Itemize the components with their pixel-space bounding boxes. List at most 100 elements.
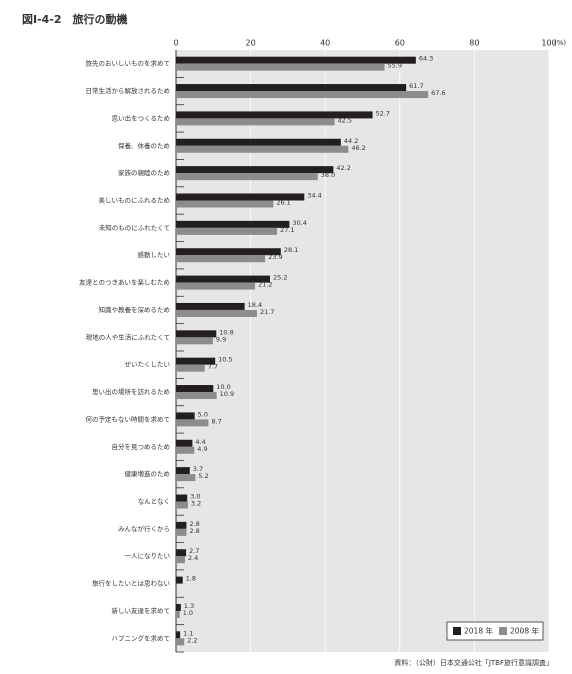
y-tick-label: 旅行をしたいとは思わない xyxy=(92,579,170,588)
bar xyxy=(176,118,335,126)
axis-unit: (%) xyxy=(554,39,566,47)
value-label: 28.1 xyxy=(284,246,298,254)
value-label: 67.6 xyxy=(431,89,445,97)
bar xyxy=(176,549,187,557)
value-label: 25.2 xyxy=(273,274,287,282)
value-label: 44.2 xyxy=(344,137,358,145)
value-label: 27.1 xyxy=(280,226,294,234)
value-label: 42.2 xyxy=(336,164,350,172)
value-label: 52.7 xyxy=(376,109,390,117)
x-tick-label: 0 xyxy=(173,39,178,48)
bar xyxy=(176,439,193,447)
value-label: 64.3 xyxy=(419,55,433,63)
bar xyxy=(176,631,181,639)
bar xyxy=(176,357,216,365)
bar xyxy=(176,302,245,310)
bar xyxy=(176,309,257,317)
bar xyxy=(176,412,195,420)
value-label: 8.7 xyxy=(211,417,221,425)
bar xyxy=(176,337,213,345)
value-label: 21.2 xyxy=(258,281,272,289)
bar xyxy=(176,364,205,372)
legend-label: 2008 年 xyxy=(510,626,539,636)
bar xyxy=(176,556,185,564)
value-label: 4.9 xyxy=(197,445,207,453)
bar xyxy=(176,227,278,235)
value-label: 42.5 xyxy=(338,116,352,124)
y-tick-label: 未知のものにふれたくて xyxy=(99,223,170,232)
y-tick-label: 知識や教養を深めるため xyxy=(99,305,171,314)
value-label: 9.9 xyxy=(216,335,226,343)
y-tick-label: 一人になりたい xyxy=(125,552,171,560)
bar xyxy=(176,111,373,119)
value-label: 2.7 xyxy=(189,547,199,555)
value-label: 7.7 xyxy=(208,363,218,371)
y-tick-label: ハプニングを求めて xyxy=(112,633,171,642)
bar xyxy=(176,220,290,228)
x-tick-label: 60 xyxy=(395,39,405,48)
y-tick-label: 日常生活から解放されるため xyxy=(86,86,171,95)
value-label: 2.8 xyxy=(189,527,199,535)
bar xyxy=(176,446,195,454)
bar xyxy=(176,248,281,256)
bar xyxy=(176,494,188,502)
value-label: 1.0 xyxy=(183,609,193,617)
bar xyxy=(176,138,341,146)
y-tick-label: なんとなく xyxy=(138,498,170,506)
bar xyxy=(176,576,183,584)
chart-title: 図I-4-2 旅行の動機 xyxy=(22,12,128,26)
value-label: 34.4 xyxy=(307,192,321,200)
bar xyxy=(176,603,181,611)
bar xyxy=(176,385,214,393)
y-tick-label: 健康増進のため xyxy=(125,469,171,478)
value-label: 10.9 xyxy=(220,390,234,398)
source-note: 資料：（公財）日本交通公社「JTBF旅行意識調査」 xyxy=(394,658,553,667)
bar xyxy=(176,638,185,646)
value-label: 55.9 xyxy=(388,62,402,70)
y-tick-label: 何の予定もない時間を求めて xyxy=(86,414,171,423)
bar xyxy=(176,166,334,174)
value-label: 2.2 xyxy=(187,636,197,644)
y-tick-label: 現地の人や生活にふれたくて xyxy=(86,332,170,341)
y-tick-label: 美しいものにふれるため xyxy=(99,196,171,205)
value-label: 1.1 xyxy=(183,629,193,637)
y-tick-label: 思い出の場所を訪れるため xyxy=(92,387,170,396)
legend-box xyxy=(446,621,544,641)
bar xyxy=(176,145,349,153)
legend-swatch xyxy=(453,627,461,635)
bar xyxy=(176,610,180,618)
y-tick-label: ぜいたくしたい xyxy=(125,361,171,369)
bar xyxy=(176,91,429,99)
bar xyxy=(176,275,270,283)
value-label: 3.7 xyxy=(193,465,203,473)
bar xyxy=(176,521,187,529)
x-tick-label: 80 xyxy=(469,39,479,48)
bar xyxy=(176,193,305,201)
value-label: 1.8 xyxy=(186,575,196,583)
value-label: 18.4 xyxy=(248,301,262,309)
value-label: 21.7 xyxy=(260,308,274,316)
value-label: 1.3 xyxy=(184,602,194,610)
x-tick-label: 100 xyxy=(541,39,556,48)
legend-swatch xyxy=(499,627,507,635)
y-tick-label: 思い出をつくるため xyxy=(112,113,170,122)
bar xyxy=(176,330,217,338)
y-tick-label: 感動したい xyxy=(138,250,171,259)
y-tick-label: 旅先のおいしいものを求めて xyxy=(86,59,171,68)
value-label: 3.0 xyxy=(190,493,200,501)
value-label: 23.9 xyxy=(268,253,282,261)
value-label: 26.1 xyxy=(276,199,290,207)
bar xyxy=(176,56,416,64)
value-label: 2.8 xyxy=(189,520,199,528)
value-label: 46.2 xyxy=(351,144,365,152)
bar xyxy=(176,392,217,400)
bar xyxy=(176,467,190,475)
value-label: 61.7 xyxy=(409,82,423,90)
y-tick-label: 友達とのつきあいを楽しむため xyxy=(79,278,170,287)
x-tick-label: 40 xyxy=(320,39,330,48)
y-tick-label: みんなが行くから xyxy=(118,524,170,533)
bar xyxy=(176,255,266,263)
value-label: 38.0 xyxy=(321,171,335,179)
x-tick-label: 20 xyxy=(246,39,256,48)
